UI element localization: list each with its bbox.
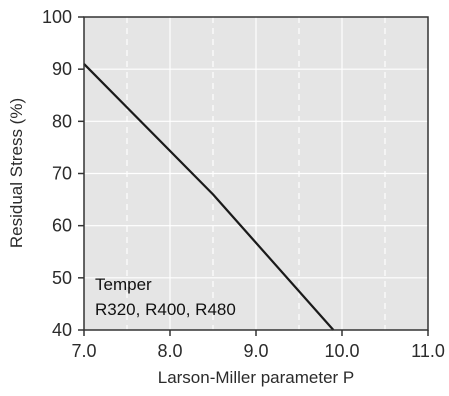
- x-tick-label: 9.0: [243, 341, 268, 361]
- x-tick-label: 8.0: [157, 341, 182, 361]
- series-line: [83, 63, 335, 331]
- y-tick-label: 100: [42, 7, 72, 27]
- x-tick-label: 11.0: [411, 341, 445, 361]
- y-axis-label: Residual Stress (%): [7, 98, 26, 248]
- y-tick-label: 90: [52, 59, 72, 79]
- x-tick-label: 10.0: [324, 341, 359, 361]
- y-tick-label: 70: [52, 164, 72, 184]
- y-tick-label: 80: [52, 111, 72, 131]
- grid-lines: [84, 17, 428, 330]
- y-tick-label: 50: [52, 268, 72, 288]
- annotation-temper-grades: R320, R400, R480: [95, 300, 236, 319]
- x-tick-label: 7.0: [71, 341, 96, 361]
- x-axis-label: Larson-Miller parameter P: [158, 368, 355, 387]
- y-tick-label: 60: [52, 216, 72, 236]
- axis-ticks: 7.0 8.0 9.0 10.0 11.0 40 50 60 70 80 90 100: [42, 7, 445, 361]
- annotation-temper: Temper: [95, 275, 152, 294]
- series-lines: [83, 63, 335, 331]
- y-tick-label: 40: [52, 320, 72, 340]
